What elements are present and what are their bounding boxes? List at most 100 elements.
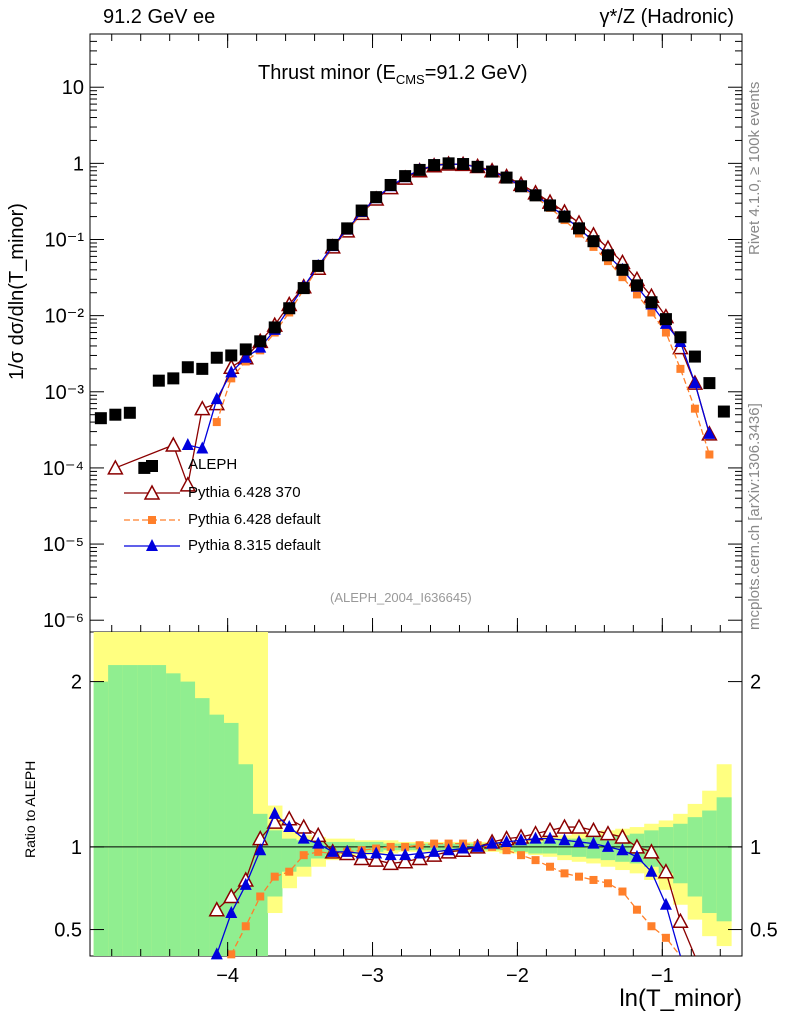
main-point-2 <box>212 418 221 427</box>
ratio-point-2 <box>471 839 484 852</box>
band-green-bin <box>673 823 689 884</box>
ratio-point-2 <box>529 831 542 844</box>
ratio-point-1 <box>241 922 250 931</box>
header-left: 91.2 GeV ee <box>103 6 216 28</box>
band-green-bin <box>281 838 297 872</box>
ratio-plot-frame <box>89 631 743 957</box>
x-tick-label: −3 <box>361 965 384 987</box>
band-green-bin <box>151 665 167 956</box>
main-point-0 <box>94 412 107 425</box>
main-point-3 <box>181 438 194 451</box>
main-point-0 <box>384 178 397 191</box>
ratio-point-2 <box>515 833 528 846</box>
main-title-sub: CMS <box>395 72 425 87</box>
ratio-point-2 <box>225 906 238 919</box>
main-point-2 <box>647 308 656 317</box>
ylabel-ratio-text: Ratio to ALEPH <box>22 760 38 858</box>
main-point-0 <box>312 259 325 272</box>
band-green-bin <box>195 698 211 956</box>
ylabel-main-text: 1/σ dσ/dln(T_minor) <box>6 203 28 380</box>
main-plot-marks <box>94 155 730 492</box>
series-line-1 <box>115 163 711 488</box>
ratio-point-0 <box>672 912 689 929</box>
main-point-0 <box>341 222 354 235</box>
ratio-point-1 <box>227 950 236 959</box>
ratio-point-2 <box>297 831 310 844</box>
main-point-0 <box>630 279 643 292</box>
band-green-bin <box>209 714 225 956</box>
ratio-point-2 <box>413 846 426 859</box>
band-green-bin <box>716 797 732 922</box>
ratio-point-2 <box>645 864 658 877</box>
band-green-bin <box>224 722 240 956</box>
ratio-point-1 <box>517 851 526 860</box>
main-point-0 <box>573 222 585 235</box>
ratio-point-2 <box>558 833 571 846</box>
band-green-bin <box>180 681 196 956</box>
y-tick-label: 10⁻⁵ <box>43 534 84 556</box>
ratio-y-tick-label-right: 1 <box>750 837 761 859</box>
main-point-2 <box>227 374 236 383</box>
band-green-bin <box>122 665 138 956</box>
ratio-point-2 <box>630 849 643 862</box>
ratio-point-2 <box>326 844 339 857</box>
main-point-0 <box>703 377 716 390</box>
x-tick-label: −1 <box>651 965 674 987</box>
ratio-point-2 <box>312 836 325 849</box>
ratio-point-2 <box>210 947 223 960</box>
main-point-0 <box>370 191 383 204</box>
main-point-0 <box>167 372 180 385</box>
main-point-2 <box>661 328 670 337</box>
main-point-0 <box>717 405 730 418</box>
analysis-tag: (ALEPH_2004_I636645) <box>330 590 472 605</box>
ratio-point-1 <box>256 892 265 901</box>
ratio-point-0 <box>367 851 385 867</box>
main-point-3 <box>688 376 701 389</box>
ratio-line-0 <box>216 818 696 957</box>
ratio-point-0 <box>570 818 588 834</box>
ratio-point-2 <box>544 831 557 844</box>
main-point-0 <box>283 302 296 315</box>
main-point-1 <box>165 436 182 452</box>
main-point-0 <box>254 335 267 348</box>
ratio-point-1 <box>661 933 670 942</box>
main-point-2 <box>676 364 685 373</box>
main-point-2 <box>705 450 714 459</box>
ratio-uncertainty-bands <box>93 632 732 956</box>
ratio-point-1 <box>386 842 395 851</box>
side-mcplots: mcplots.cern.ch [arXiv:1306.3436] <box>746 403 763 630</box>
ratio-point-1 <box>647 922 656 931</box>
ratio-point-2 <box>239 877 252 890</box>
main-title-tail: =91.2 GeV) <box>424 62 528 84</box>
ratio-point-0 <box>599 825 617 841</box>
ratio-point-1 <box>560 869 569 878</box>
ratio-point-2 <box>355 846 368 859</box>
ratio-point-2 <box>268 806 281 819</box>
ratio-point-1 <box>401 842 410 851</box>
band-green-bin <box>238 764 254 956</box>
main-point-0 <box>587 235 600 248</box>
ratio-point-0 <box>657 863 675 879</box>
main-point-0 <box>210 351 223 364</box>
main-point-0 <box>326 238 339 251</box>
legend-marker-0 <box>146 460 158 472</box>
y-tick-label: 10⁻⁶ <box>43 610 84 632</box>
legend-entry-pythia6-370: Pythia 6.428 370 <box>188 484 301 501</box>
ratio-y-tick-label: 0.5 <box>54 920 82 942</box>
series-line-3 <box>187 163 711 450</box>
legend-marker-1 <box>143 484 161 500</box>
ratio-y-tick-label-right: 2 <box>750 672 761 694</box>
legend-marker-3 <box>146 539 158 551</box>
ratio-point-2 <box>384 848 397 861</box>
ratio-point-1 <box>299 851 308 860</box>
ratio-point-1 <box>502 846 511 855</box>
main-title: Thrust minor (ECMS=91.2 GeV) <box>258 62 528 87</box>
legend-entry-aleph: ALEPH <box>188 456 238 473</box>
main-point-3 <box>196 441 209 454</box>
x-tick-label: −4 <box>216 965 239 987</box>
main-point-3 <box>239 350 252 363</box>
ratio-point-2 <box>283 820 296 833</box>
main-point-0 <box>225 349 238 362</box>
ratio-point-1 <box>285 867 294 876</box>
main-point-2 <box>618 273 627 282</box>
